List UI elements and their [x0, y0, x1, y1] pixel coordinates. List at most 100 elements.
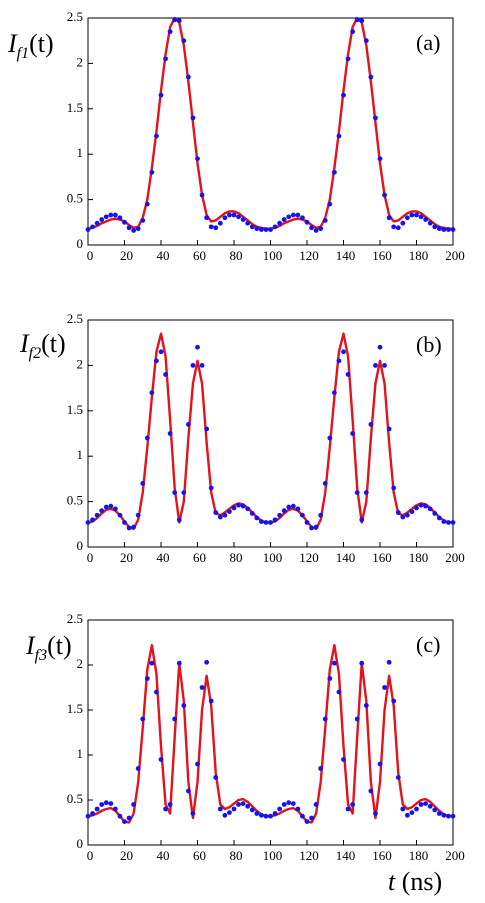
data-dot: [108, 212, 114, 218]
data-dot: [341, 92, 346, 98]
data-dot: [222, 512, 228, 518]
y-axis-label-part: (t): [47, 631, 72, 660]
data-dot: [195, 156, 200, 162]
y-axis-label-part: (t): [29, 29, 54, 58]
panel-label: (a): [416, 30, 440, 55]
data-dot: [363, 490, 369, 495]
data-dot: [227, 212, 232, 218]
data-dot: [281, 217, 287, 222]
data-dot: [240, 217, 246, 222]
data-dot: [395, 510, 401, 515]
data-dot: [172, 490, 178, 495]
data-dot: [391, 698, 397, 704]
data-dot: [322, 716, 328, 722]
data-dot: [400, 220, 406, 226]
data-dot: [208, 485, 214, 491]
data-dot: [236, 502, 241, 508]
data-dot: [290, 503, 296, 509]
data-dot: [404, 812, 410, 818]
x-tick-label: 20: [120, 848, 133, 863]
data-dot: [395, 225, 401, 231]
data-dot: [158, 92, 164, 98]
data-dot: [249, 807, 255, 813]
x-tick-label: 140: [336, 848, 356, 863]
data-dot: [245, 220, 251, 226]
data-dot: [185, 74, 191, 80]
data-line: [87, 644, 453, 824]
x-tick-label: 60: [193, 550, 206, 565]
data-dot: [354, 716, 360, 722]
data-dot: [272, 224, 278, 230]
data-dot: [382, 192, 387, 198]
panel-label: (c): [416, 632, 440, 657]
x-tick-label: 180: [409, 550, 429, 565]
data-dot: [427, 506, 433, 512]
data-dot: [313, 228, 319, 233]
data-dot: [163, 56, 168, 62]
data-dot: [199, 363, 205, 368]
y-tick-label: 1.5: [67, 100, 83, 115]
data-dot: [304, 819, 310, 824]
x-tick-label: 0: [87, 248, 94, 263]
y-tick-label: 2.5: [67, 311, 83, 326]
data-dot: [331, 660, 337, 666]
y-axis-label-part: I: [19, 329, 30, 358]
data-dot: [103, 214, 109, 220]
data-dot: [391, 224, 397, 230]
data-dot: [386, 426, 392, 432]
data-dot: [418, 214, 424, 220]
data-dot: [409, 212, 415, 218]
data-dot: [213, 225, 219, 231]
data-dot: [190, 811, 196, 816]
data-dot: [286, 504, 292, 510]
data-dot: [231, 212, 237, 218]
data-dot: [277, 512, 283, 518]
x-tick-label: 140: [336, 550, 356, 565]
data-dot: [341, 757, 346, 762]
panel-label: (b): [416, 332, 442, 357]
data-dot: [277, 220, 283, 226]
data-dot: [404, 215, 410, 221]
data-dot: [167, 802, 173, 807]
data-dot: [318, 512, 324, 518]
data-dot: [122, 219, 127, 225]
data-dot: [414, 806, 419, 812]
data-dot: [204, 215, 210, 221]
data-dot: [350, 431, 356, 436]
data-dot: [117, 813, 123, 819]
data-dot: [441, 812, 447, 818]
data-dot: [359, 18, 365, 24]
data-dot: [277, 806, 283, 812]
data-dot: [90, 811, 95, 816]
data-dot: [181, 38, 187, 44]
data-dot: [213, 775, 219, 780]
data-dot: [90, 517, 95, 523]
data-dot: [85, 227, 91, 232]
data-dot: [263, 813, 269, 819]
data-dot: [176, 517, 182, 523]
x-tick-label: 120: [299, 248, 319, 263]
data-dot: [432, 224, 438, 230]
data-dot: [450, 520, 456, 525]
data-dot: [436, 811, 442, 816]
data-dot: [176, 18, 182, 24]
data-dot: [213, 510, 219, 515]
y-tick-label: 0.5: [67, 791, 83, 806]
data-dot: [418, 502, 424, 508]
x-tick-label: 200: [445, 848, 465, 863]
data-dot: [112, 506, 118, 512]
data-dot: [195, 344, 200, 350]
data-dot: [363, 38, 369, 44]
y-axis-label-part: f1: [17, 45, 29, 62]
data-dot: [373, 115, 378, 121]
data-dot: [258, 519, 264, 524]
data-dot: [240, 801, 246, 806]
x-tick-label: 200: [445, 550, 465, 565]
data-dot: [135, 226, 141, 232]
data-dot: [354, 17, 360, 23]
data-dot: [94, 220, 100, 226]
data-dot: [331, 390, 337, 396]
data-dot: [295, 806, 301, 812]
y-tick-label: 1: [77, 746, 84, 761]
data-dot: [272, 811, 278, 816]
